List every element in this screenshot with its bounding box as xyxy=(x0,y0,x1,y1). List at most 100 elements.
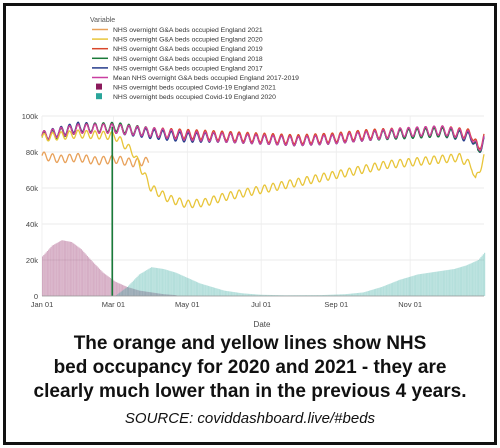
covid-bar xyxy=(468,264,470,296)
covid-bar xyxy=(89,258,91,296)
covid-bar xyxy=(224,290,227,296)
legend-label: NHS overnight beds occupied Covid-19 Eng… xyxy=(113,85,276,92)
covid-bar xyxy=(266,294,268,296)
covid-bar xyxy=(308,295,310,296)
covid-bar xyxy=(268,294,270,296)
legend-item[interactable]: NHS overnight G&A beds occupied England … xyxy=(92,56,263,63)
covid-bar xyxy=(178,274,181,296)
covid-bar xyxy=(183,276,185,296)
covid-bar xyxy=(445,270,447,296)
covid-bar xyxy=(198,282,200,296)
covid-bar xyxy=(48,249,50,296)
covid-bar xyxy=(158,293,160,296)
legend-item[interactable]: NHS overnight G&A beds occupied England … xyxy=(92,27,263,34)
legend-item[interactable]: Mean NHS overnight G&A beds occupied Eng… xyxy=(92,75,299,82)
covid-bar xyxy=(52,244,55,296)
covid-bar xyxy=(440,270,442,296)
covid-bar xyxy=(175,272,177,296)
legend-item[interactable]: NHS overnight G&A beds occupied England … xyxy=(92,46,263,53)
covid-bar xyxy=(421,273,423,296)
covid-bar xyxy=(79,248,81,296)
covid-bar xyxy=(165,294,167,296)
covid-bar xyxy=(249,293,251,296)
covid-bar xyxy=(192,280,194,296)
covid-bar xyxy=(95,265,97,296)
legend-item[interactable]: NHS overnight G&A beds occupied England … xyxy=(92,37,263,44)
covid-bar xyxy=(330,294,332,296)
covid-bar xyxy=(407,277,409,296)
covid-bar xyxy=(206,285,208,296)
covid-bar xyxy=(321,295,323,296)
series-line xyxy=(41,151,150,168)
covid-bar xyxy=(384,285,386,296)
legend-item[interactable]: NHS overnight G&A beds occupied England … xyxy=(92,65,263,72)
covid-bar xyxy=(396,280,399,296)
covid-bar xyxy=(213,287,216,296)
covid-bar xyxy=(344,294,346,296)
covid-bar xyxy=(56,242,58,296)
covid-bar xyxy=(233,292,235,296)
covid-bar xyxy=(144,291,147,296)
covid-bar xyxy=(448,269,451,296)
covid-bar xyxy=(418,274,420,296)
covid-bar xyxy=(60,240,62,296)
covid-bar xyxy=(347,293,349,296)
covid-bar xyxy=(353,293,355,296)
covid-bar xyxy=(270,294,273,296)
covid-bar xyxy=(230,291,233,296)
covid-bar xyxy=(269,294,271,296)
covid-bar xyxy=(74,244,76,296)
covid-bar xyxy=(155,267,158,296)
y-tick-label: 20k xyxy=(26,256,38,265)
covid-bar xyxy=(385,285,388,296)
covid-bar xyxy=(235,292,237,296)
covid-bar xyxy=(302,295,304,296)
covid-bar xyxy=(261,294,263,296)
covid-bar xyxy=(161,294,164,296)
covid-bar xyxy=(405,278,407,296)
legend-item[interactable]: NHS overnight beds occupied Covid-19 Eng… xyxy=(96,83,276,92)
covid-bar xyxy=(238,292,240,296)
covid-bar xyxy=(124,285,126,296)
covid-bar xyxy=(301,295,303,296)
covid-bar xyxy=(354,293,356,296)
covid-bar xyxy=(427,272,429,296)
covid-bar xyxy=(372,289,374,296)
covid-bar xyxy=(373,289,376,296)
covid-bar xyxy=(236,292,239,296)
covid-bar xyxy=(431,272,434,296)
covid-bar xyxy=(113,280,115,296)
covid-bar xyxy=(137,290,139,296)
covid-bar xyxy=(322,295,325,296)
legend-item[interactable]: NHS overnight beds occupied Covid-19 Eng… xyxy=(96,93,276,101)
covid-bar xyxy=(476,260,478,296)
covid-bar xyxy=(138,274,141,296)
covid-bar xyxy=(84,253,86,296)
covid-bar xyxy=(430,272,432,296)
covid-bar xyxy=(117,282,119,296)
covid-bar xyxy=(127,287,130,296)
covid-bar xyxy=(482,254,484,296)
covid-bar xyxy=(456,268,458,296)
covid-bar xyxy=(324,294,326,296)
covid-bar xyxy=(247,293,250,296)
legend-label: NHS overnight beds occupied Covid-19 Eng… xyxy=(113,94,276,101)
covid-bar xyxy=(218,289,221,296)
covid-bar xyxy=(201,284,204,296)
covid-bar xyxy=(352,293,354,296)
covid-bar xyxy=(422,273,424,296)
covid-bar xyxy=(62,240,64,296)
covid-bar xyxy=(439,271,441,296)
covid-bar xyxy=(402,278,405,296)
covid-bar xyxy=(150,292,153,296)
legend-label: NHS overnight G&A beds occupied England … xyxy=(113,65,263,72)
covid-bar xyxy=(150,267,153,296)
covid-bar xyxy=(434,271,436,296)
x-tick-label: Jul 01 xyxy=(251,300,271,309)
covid-bar xyxy=(212,287,214,296)
source-note: SOURCE: coviddashboard.live/#beds xyxy=(124,410,376,427)
covid-bar xyxy=(370,290,372,296)
covid-bar xyxy=(223,290,225,296)
covid-bar xyxy=(479,258,481,296)
y-tick-label: 60k xyxy=(26,184,38,193)
